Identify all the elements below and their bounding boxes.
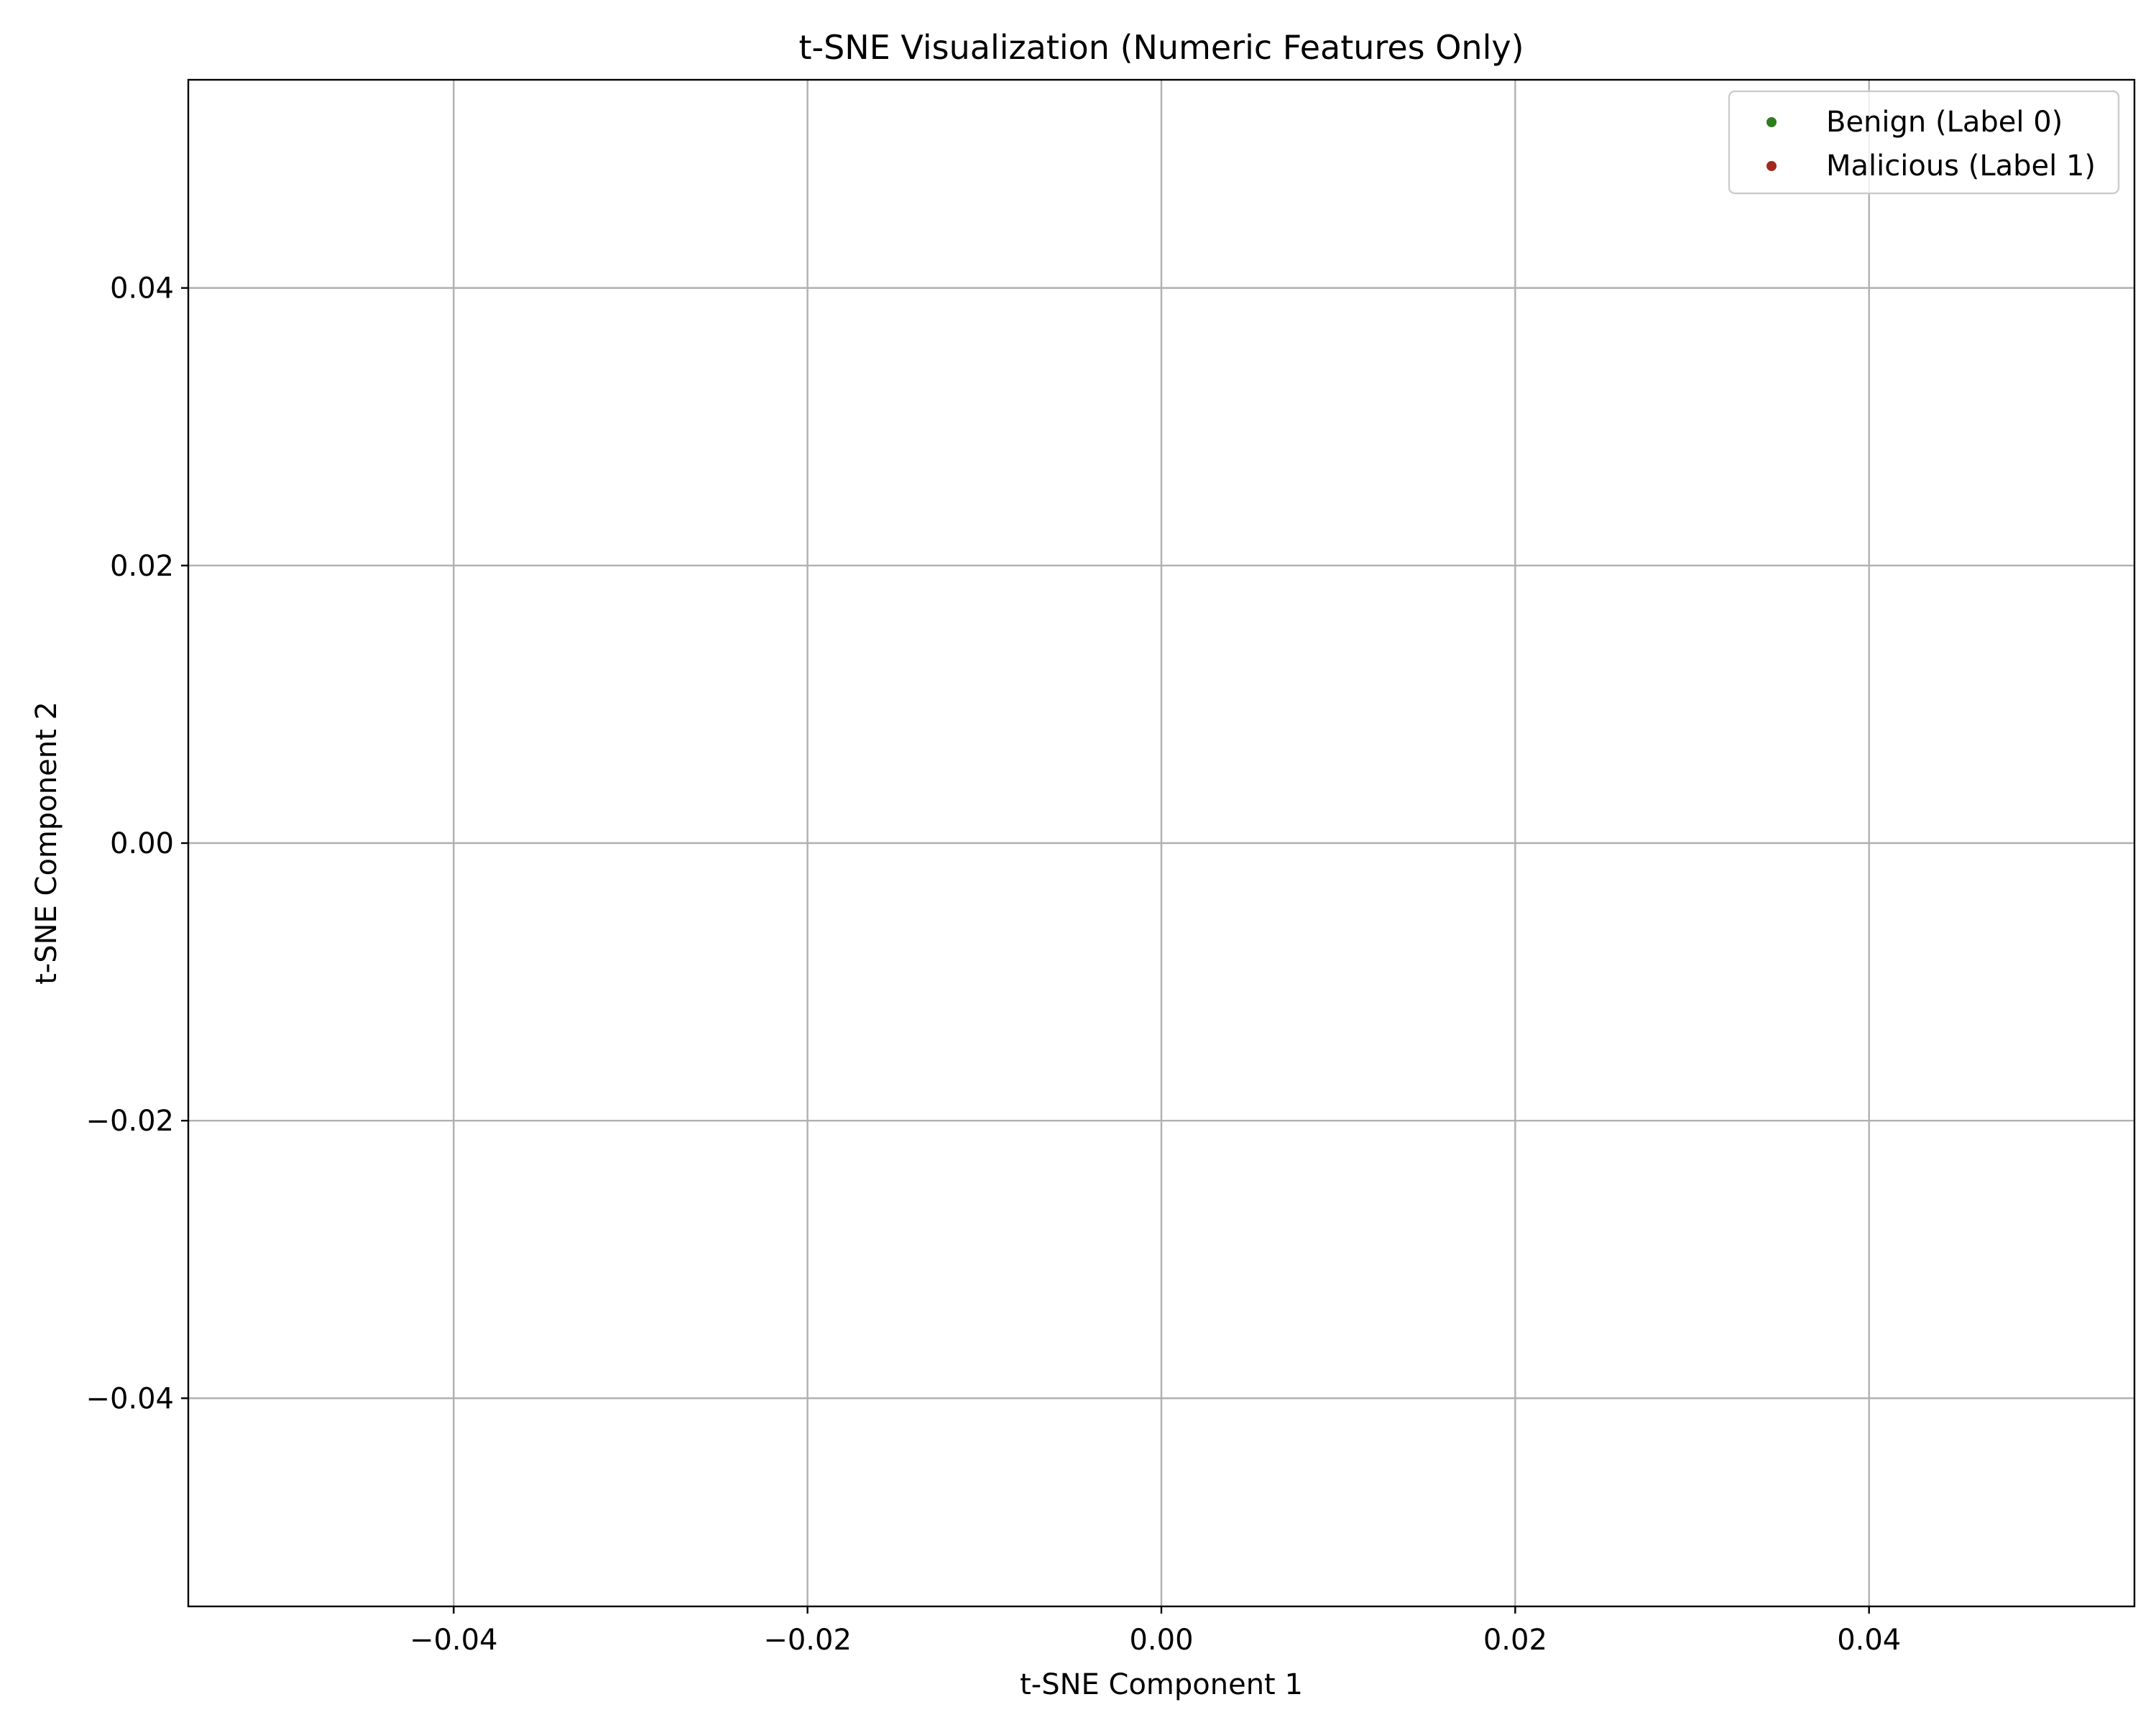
x-tick-label: −0.04 [410, 1624, 498, 1657]
y-tick-label: 0.04 [110, 272, 174, 305]
legend: Benign (Label 0) Malicious (Label 1) [1728, 90, 2120, 195]
legend-marker-benign [1766, 117, 1777, 127]
y-tick-label: 0.00 [110, 827, 174, 860]
legend-box [1728, 90, 2120, 195]
legend-label-malicious: Malicious (Label 1) [1826, 150, 2096, 183]
x-tick-label: −0.02 [763, 1624, 852, 1657]
y-tick-label: −0.02 [86, 1105, 174, 1138]
y-axis-label: t-SNE Component 2 [30, 702, 63, 985]
x-tick-label: 0.04 [1837, 1624, 1901, 1657]
x-axis-ticks: −0.04 −0.02 0.00 0.02 0.04 [410, 1606, 1901, 1657]
x-tick-label: 0.02 [1483, 1624, 1547, 1657]
y-axis-ticks: −0.04 −0.02 0.00 0.02 0.04 [86, 272, 188, 1415]
y-tick-label: 0.02 [110, 550, 174, 583]
y-tick-label: −0.04 [86, 1382, 174, 1415]
x-axis-label: t-SNE Component 1 [1020, 1668, 1303, 1701]
chart-title: t-SNE Visualization (Numeric Features On… [798, 28, 1524, 67]
x-tick-label: 0.00 [1129, 1624, 1193, 1657]
legend-marker-malicious [1766, 161, 1777, 171]
grid [188, 80, 2134, 1606]
legend-label-benign: Benign (Label 0) [1826, 106, 2063, 139]
